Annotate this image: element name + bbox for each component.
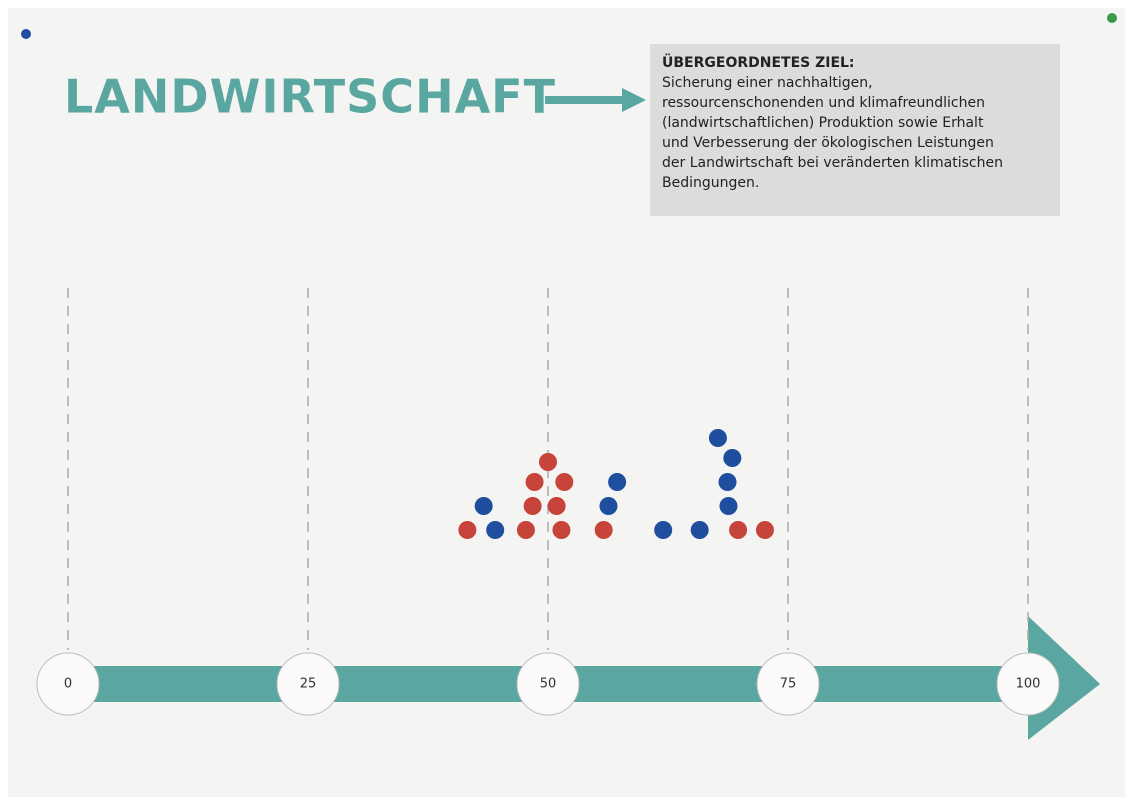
vote-dot <box>555 473 573 491</box>
vote-dot <box>486 521 504 539</box>
pin <box>1107 13 1117 23</box>
vote-dot <box>719 473 737 491</box>
pin <box>21 29 31 39</box>
tick-label: 25 <box>300 677 317 692</box>
tick-label: 100 <box>1016 677 1041 692</box>
vote-dot <box>517 521 535 539</box>
tick-label: 75 <box>780 677 797 692</box>
vote-dot <box>599 497 617 515</box>
vote-dot <box>548 497 566 515</box>
tick-label: 0 <box>64 677 72 692</box>
vote-dot <box>526 473 544 491</box>
goal-line: Sicherung einer nachhaltigen, <box>662 75 873 91</box>
vote-dot <box>608 473 626 491</box>
goal-line: und Verbesserung der ökologischen Leistu… <box>662 135 994 151</box>
vote-dot <box>709 429 727 447</box>
title: LANDWIRTSCHAFT <box>64 70 556 124</box>
vote-dot <box>524 497 542 515</box>
goal-line: ressourcenschonenden und klimafreundlich… <box>662 95 985 111</box>
vote-dot <box>756 521 774 539</box>
goal-heading: ÜBERGEORDNETES ZIEL: <box>662 53 855 71</box>
vote-dot <box>475 497 493 515</box>
tick-label: 50 <box>540 677 557 692</box>
vote-dot <box>654 521 672 539</box>
goal-line: der Landwirtschaft bei veränderten klima… <box>662 155 1003 171</box>
goal-line: (landwirtschaftlichen) Produktion sowie … <box>662 115 984 131</box>
vote-dot <box>539 453 557 471</box>
goal-box: ÜBERGEORDNETES ZIEL: Sicherung einer nac… <box>650 44 1060 216</box>
vote-dot <box>552 521 570 539</box>
vote-dot <box>691 521 709 539</box>
goal-line: Bedingungen. <box>662 175 759 191</box>
vote-dot <box>595 521 613 539</box>
vote-dot <box>458 521 476 539</box>
poster: LANDWIRTSCHAFT ÜBERGEORDNETES ZIEL: Sich… <box>0 0 1133 805</box>
title-arrow <box>545 96 625 104</box>
vote-dot <box>719 497 737 515</box>
vote-dot <box>729 521 747 539</box>
vote-dot <box>723 449 741 467</box>
